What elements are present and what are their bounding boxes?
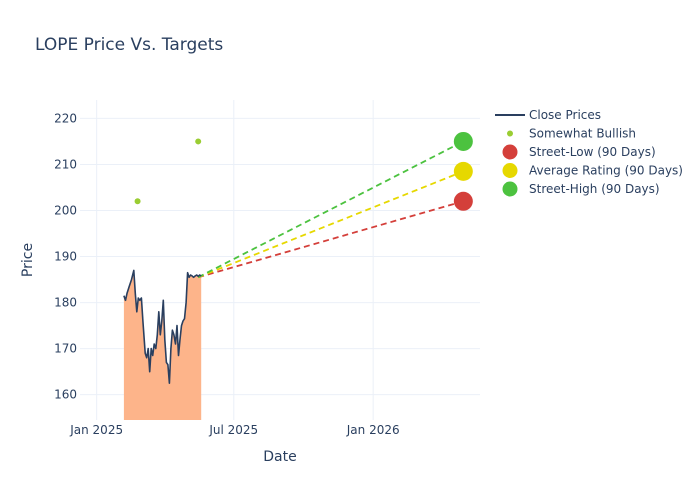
- street-low-target-line: [197, 200, 464, 279]
- legend-item[interactable]: Street-High (90 Days): [502, 181, 660, 197]
- legend[interactable]: Close Prices Somewhat Bullish Street-Low (…: [495, 108, 683, 197]
- close-price-line-group: [123, 269, 202, 384]
- y-tick-label: 160: [54, 388, 77, 402]
- legend-swatch-circle: [502, 163, 518, 178]
- somewhat-bullish-marker: [134, 198, 141, 205]
- legend-swatch-circle: [502, 144, 518, 160]
- y-tick-label: 210: [54, 157, 77, 171]
- target-lines: [197, 140, 464, 279]
- x-axis-title: Date: [263, 449, 296, 465]
- legend-item[interactable]: Street-Low (90 Days): [502, 144, 656, 160]
- legend-label: Close Prices: [529, 108, 601, 122]
- average-rating-target-marker: [453, 161, 473, 181]
- legend-label: Street-High (90 Days): [529, 182, 660, 196]
- y-tick-label: 200: [54, 204, 77, 218]
- legend-swatch-dot: [507, 130, 513, 137]
- chart-title: LOPE Price Vs. Targets: [35, 35, 223, 55]
- y-axis-title: Price: [20, 243, 36, 277]
- legend-item[interactable]: Close Prices: [495, 108, 601, 122]
- street-high-target-marker: [453, 131, 473, 151]
- y-axis-ticks: 160 170 180 190 200 210 220: [54, 111, 77, 401]
- legend-label: Somewhat Bullish: [529, 127, 636, 141]
- somewhat-bullish-marker: [195, 138, 202, 145]
- legend-item[interactable]: Somewhat Bullish: [507, 127, 636, 141]
- close-price-fill: [123, 270, 202, 420]
- y-tick-label: 170: [54, 342, 77, 356]
- x-tick-label: Jul 2025: [208, 423, 258, 437]
- legend-swatch-circle: [502, 181, 518, 197]
- x-tick-label: Jan 2025: [69, 423, 123, 437]
- y-tick-label: 220: [54, 111, 77, 125]
- gridlines: [80, 100, 480, 420]
- legend-label: Street-Low (90 Days): [529, 145, 656, 159]
- close-price-line: [123, 269, 202, 384]
- legend-label: Average Rating (90 Days): [529, 164, 683, 178]
- plot-area: [80, 100, 480, 420]
- y-tick-label: 190: [54, 250, 77, 264]
- close-price-area: [123, 270, 202, 420]
- markers: [134, 131, 473, 211]
- x-tick-label: Jan 2026: [346, 423, 400, 437]
- street-low-target-marker: [453, 191, 473, 211]
- y-tick-label: 180: [54, 296, 77, 310]
- x-axis-ticks: Jan 2025 Jul 2025 Jan 2026: [69, 423, 399, 437]
- average-rating-target-line: [197, 170, 464, 279]
- legend-item[interactable]: Average Rating (90 Days): [502, 163, 684, 178]
